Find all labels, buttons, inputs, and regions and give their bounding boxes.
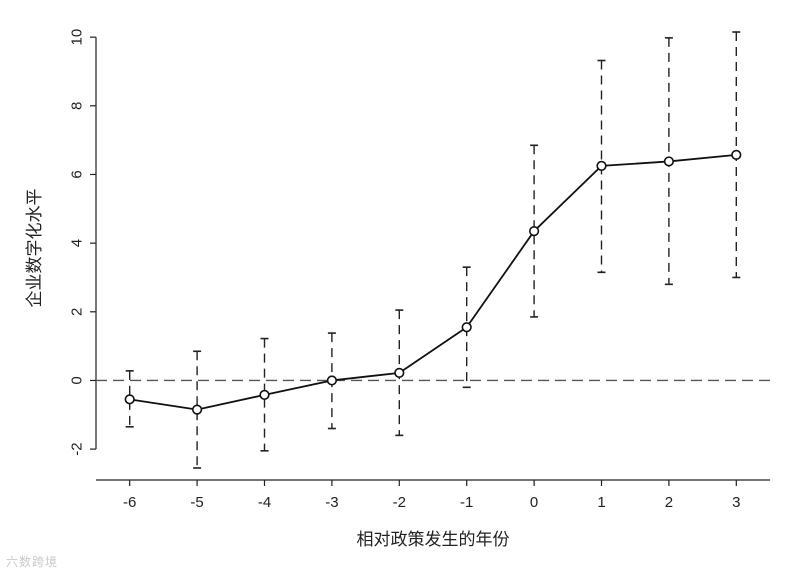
series-line-group — [129, 154, 737, 411]
data-point — [461, 322, 472, 333]
data-point — [259, 389, 270, 400]
data-points — [124, 149, 742, 415]
data-point — [596, 160, 607, 171]
confidence-intervals — [125, 31, 741, 469]
data-point — [528, 226, 540, 237]
x-tick-label: -1 — [460, 494, 473, 511]
x-tick-label: 1 — [597, 494, 605, 511]
data-point — [124, 394, 135, 405]
x-tick-label: -3 — [325, 494, 338, 511]
data-point — [731, 149, 742, 161]
x-tick-label: 0 — [530, 494, 538, 511]
y-tick-label: 0 — [68, 376, 85, 384]
y-tick-label: 8 — [68, 102, 85, 110]
x-tick-label: -6 — [123, 494, 136, 511]
y-tick-label: 2 — [68, 308, 85, 316]
data-point — [663, 156, 675, 167]
x-tick-label: -5 — [190, 494, 203, 511]
y-tick-label: -2 — [68, 442, 85, 455]
x-tick-label: -4 — [258, 494, 271, 511]
x-tick-label: 2 — [665, 494, 673, 511]
data-point — [192, 404, 203, 415]
x-tick-label: 3 — [732, 494, 740, 511]
y-axis-title: 企业数字化水平 — [25, 189, 45, 308]
x-axis: -6 -5 -4 -3 -2 -1 0 1 2 3 — [96, 479, 770, 511]
x-tick-label: -2 — [393, 494, 406, 511]
y-axis: -2 0 2 4 6 8 10 — [68, 29, 97, 456]
y-tick-label: 6 — [68, 170, 85, 178]
x-axis-title: 相对政策发生的年份 — [357, 530, 510, 550]
data-point — [326, 375, 338, 386]
y-tick-label: 10 — [68, 29, 85, 46]
series-line — [129, 154, 737, 411]
y-tick-label: 4 — [68, 239, 85, 247]
data-point — [394, 367, 405, 378]
watermark-logo: 六数跨境 — [6, 555, 59, 569]
